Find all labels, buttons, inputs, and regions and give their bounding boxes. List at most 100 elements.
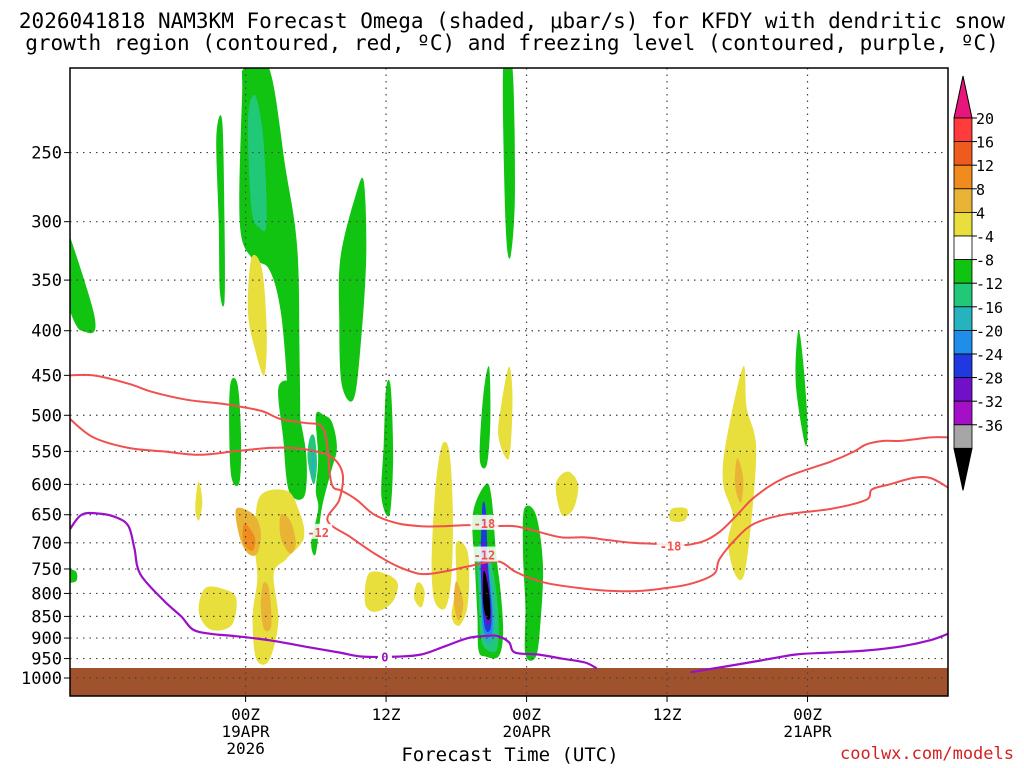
y-tick-label-950: 950	[31, 650, 62, 670]
dgz-label-3: -18	[474, 517, 496, 531]
colorbar-label-3: 8	[976, 181, 985, 199]
freezing-label-0: 0	[381, 651, 388, 665]
dgz-contour-0	[70, 418, 948, 593]
dgz-label-bg-2	[470, 546, 499, 562]
x-tick-label-48: 00Z	[793, 705, 822, 724]
x-axis-title: Forecast Time (UTC)	[401, 744, 619, 766]
omega-region-11	[479, 366, 491, 469]
omega-region-29	[364, 571, 398, 612]
x-tick-label-0: 00Z	[231, 705, 260, 724]
colorbar-swatch-0	[953, 117, 973, 143]
colorbar-label-12: -32	[976, 393, 1003, 411]
colorbar-label-11: -28	[976, 370, 1003, 388]
colorbar-label-9: -20	[976, 322, 1003, 340]
plot-area: -12 -18 -12 -18 0	[70, 68, 948, 696]
omega-region-9	[381, 379, 394, 517]
omega-region-1	[216, 115, 225, 307]
colorbar-label-5: -4	[976, 228, 994, 246]
omega-region-14	[795, 330, 808, 447]
colorbar-bottom-arrow	[953, 447, 973, 491]
colorbar-top-arrow	[953, 75, 973, 119]
colorbar-swatch-6	[953, 259, 973, 284]
colorbar-swatch-12	[953, 400, 973, 426]
omega-region-27	[279, 513, 296, 554]
y-tick-label-700: 700	[31, 534, 62, 554]
surface-ground-strip	[70, 668, 948, 696]
y-tick-label-800: 800	[31, 584, 62, 604]
omega-region-34	[498, 366, 513, 460]
omega-region-23	[247, 254, 267, 376]
y-tick-label-250: 250	[31, 144, 62, 164]
y-tick-label-1000: 1000	[21, 669, 62, 689]
colorbar-swatch-4	[953, 211, 973, 237]
colorbar-swatch-9	[953, 329, 973, 355]
chart-title-line-2: growth region (contoured, red, ºC) and f…	[25, 31, 999, 55]
y-tick-label-900: 900	[31, 629, 62, 649]
freezing-contour-1	[690, 632, 948, 674]
omega-region-0	[70, 236, 96, 334]
colorbar-label-6: -8	[976, 252, 994, 270]
dgz-label-0: -12	[307, 526, 329, 540]
colorbar-label-1: 16	[976, 134, 994, 152]
chart-title-line-1: 2026041818 NAM3KM Forecast Omega (shaded…	[18, 9, 1006, 33]
y-tick-label-300: 300	[31, 213, 62, 233]
dgz-label-bg-1	[656, 537, 685, 553]
omega-region-3	[247, 94, 267, 232]
colorbar-swatch-1	[953, 141, 973, 166]
x-tick-year-0: 2026	[226, 739, 265, 758]
y-tick-label-850: 850	[31, 607, 62, 627]
x-tick-date-0: 19APR	[222, 722, 271, 741]
colorbar-swatch-2	[953, 164, 973, 190]
dgz-label-2: -12	[474, 549, 496, 563]
dgz-label-1: -18	[660, 540, 682, 554]
dgz-label-bg-3	[470, 514, 499, 530]
x-tick-date-48: 21APR	[783, 722, 832, 741]
omega-region-35	[555, 471, 579, 517]
omega-region-6	[311, 411, 337, 556]
omega-region-4	[229, 377, 242, 486]
omega-region-5	[70, 568, 78, 583]
x-tick-label-12: 12Z	[372, 705, 401, 724]
omega-region-8	[338, 177, 367, 402]
colorbar-swatch-3	[953, 188, 973, 213]
y-tick-label-450: 450	[31, 366, 62, 386]
colorbar-swatch-5	[953, 235, 973, 261]
colorbar-label-7: -12	[976, 275, 1003, 293]
colorbar-swatch-10	[953, 353, 973, 379]
colorbar-swatch-8	[953, 306, 973, 331]
omega-region-22	[311, 449, 315, 479]
freezing-label-bg-0	[377, 648, 392, 664]
colorbar-label-10: -24	[976, 346, 1003, 364]
colorbar-label-0: 20	[976, 110, 994, 128]
omega-region-36	[669, 507, 688, 522]
omega-region-33	[453, 581, 464, 621]
colorbar-label-13: -36	[976, 417, 1003, 435]
omega-region-7	[278, 380, 307, 500]
omega-region-24	[198, 586, 237, 631]
omega-region-25	[195, 481, 203, 521]
x-tick-label-36: 12Z	[653, 705, 682, 724]
y-tick-label-400: 400	[31, 322, 62, 342]
y-tick-label-500: 500	[31, 406, 62, 426]
omega-region-38	[734, 458, 744, 503]
x-tick-label-24: 00Z	[512, 705, 541, 724]
y-tick-label-600: 600	[31, 475, 62, 495]
omega-region-13	[522, 505, 544, 661]
colorbar-label-8: -16	[976, 299, 1003, 317]
colorbar-swatch-7	[953, 282, 973, 308]
y-tick-label-650: 650	[31, 506, 62, 526]
x-tick-date-24: 20APR	[502, 722, 551, 741]
plot-frame	[69, 67, 949, 697]
y-tick-label-750: 750	[31, 560, 62, 580]
freezing-contour-0	[70, 511, 598, 670]
omega-region-10	[502, 68, 515, 259]
colorbar-label-2: 12	[976, 157, 994, 175]
colorbar-label-4: 4	[976, 204, 985, 222]
colorbar-swatch-11	[953, 377, 973, 402]
dgz-label-bg-0	[304, 523, 333, 539]
site-credit[interactable]: coolwx.com/models	[840, 744, 1014, 764]
omega-region-20	[482, 570, 491, 621]
omega-region-28	[260, 582, 272, 632]
colorbar-swatch-13	[953, 424, 973, 449]
